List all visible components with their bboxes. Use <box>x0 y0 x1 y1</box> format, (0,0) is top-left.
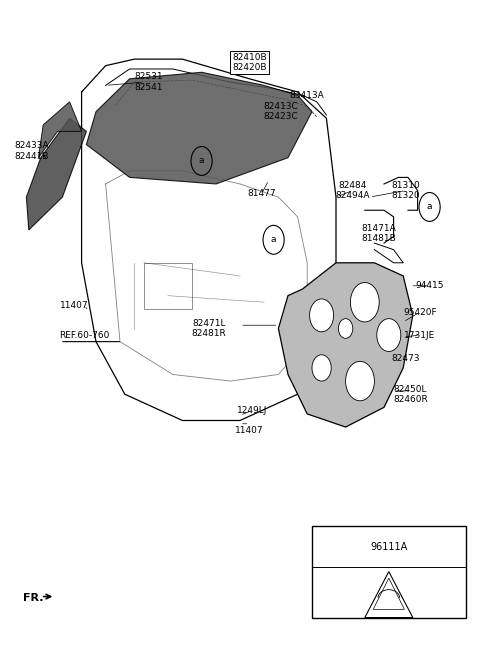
Circle shape <box>377 319 401 351</box>
Text: a: a <box>199 156 204 166</box>
Text: 82413C
82423C: 82413C 82423C <box>264 102 298 122</box>
Polygon shape <box>365 572 413 618</box>
Text: 81477: 81477 <box>247 189 276 198</box>
Text: 1249LJ: 1249LJ <box>237 406 267 415</box>
Text: 82484
82494A: 82484 82494A <box>336 181 370 200</box>
Text: 94415: 94415 <box>415 281 444 290</box>
Polygon shape <box>278 263 413 427</box>
Text: 82473: 82473 <box>391 353 420 363</box>
Text: REF.60-760: REF.60-760 <box>59 330 109 340</box>
Circle shape <box>312 355 331 381</box>
Text: 11407: 11407 <box>60 301 89 310</box>
Polygon shape <box>26 118 86 230</box>
Text: 83413A: 83413A <box>290 91 324 100</box>
Polygon shape <box>38 102 82 158</box>
Text: FR.: FR. <box>24 593 44 603</box>
Text: 82531
82541: 82531 82541 <box>134 72 163 92</box>
Text: 82471L
82481R: 82471L 82481R <box>192 319 226 338</box>
Polygon shape <box>86 72 312 184</box>
Text: 82450L
82460R: 82450L 82460R <box>393 384 428 404</box>
Text: 82410B
82420B: 82410B 82420B <box>232 53 267 72</box>
Text: 1731JE: 1731JE <box>404 330 436 340</box>
Circle shape <box>310 299 334 332</box>
FancyBboxPatch shape <box>312 526 466 618</box>
Text: 82433A
82441B: 82433A 82441B <box>14 141 48 161</box>
Text: 11407: 11407 <box>235 426 264 435</box>
Text: a: a <box>427 202 432 212</box>
Circle shape <box>346 361 374 401</box>
Circle shape <box>350 283 379 322</box>
Text: 95420F: 95420F <box>403 307 437 317</box>
Circle shape <box>338 319 353 338</box>
Text: a: a <box>338 542 344 551</box>
Text: 81471A
81481B: 81471A 81481B <box>362 223 396 243</box>
Text: 96111A: 96111A <box>370 542 408 552</box>
Text: 81310
81320: 81310 81320 <box>391 181 420 200</box>
Text: a: a <box>271 235 276 244</box>
